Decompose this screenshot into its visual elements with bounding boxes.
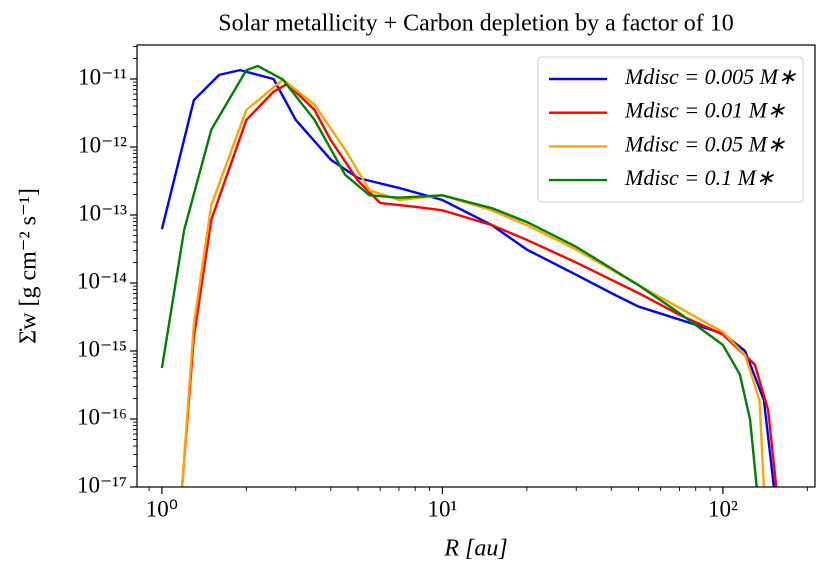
legend-label: Mdisc = 0.1 M∗: [624, 165, 775, 190]
plot-frame: [136, 44, 816, 488]
y-tick-label: 10⁻¹⁵: [77, 336, 127, 361]
legend-box: [537, 56, 804, 203]
x-tick-label: 10²: [708, 496, 738, 521]
y-tick-label: 10⁻¹¹: [78, 64, 127, 89]
y-tick-label: 10⁻¹²: [78, 132, 127, 157]
chart-title: Solar metallicity + Carbon depletion by …: [218, 11, 733, 37]
y-axis-label: Σ̇w [g cm⁻² s⁻¹]: [16, 188, 42, 344]
series-line: [180, 82, 778, 487]
y-tick-label: 10⁻¹⁴: [77, 268, 127, 293]
x-axis-label: R [au]: [443, 536, 507, 562]
y-tick-label: 10⁻¹³: [78, 200, 127, 225]
x-tick-label: 10⁰: [146, 496, 178, 521]
x-tick-label: 10¹: [427, 496, 457, 521]
legend-label: Mdisc = 0.05 M∗: [624, 131, 786, 156]
y-tick-label: 10⁻¹⁶: [77, 404, 127, 429]
legend-label: Mdisc = 0.01 M∗: [624, 98, 786, 123]
series-line: [160, 64, 758, 487]
legend-label: Mdisc = 0.005 M∗: [624, 64, 797, 89]
plot-area: [160, 64, 778, 487]
y-tick-label: 10⁻¹⁷: [77, 472, 127, 497]
